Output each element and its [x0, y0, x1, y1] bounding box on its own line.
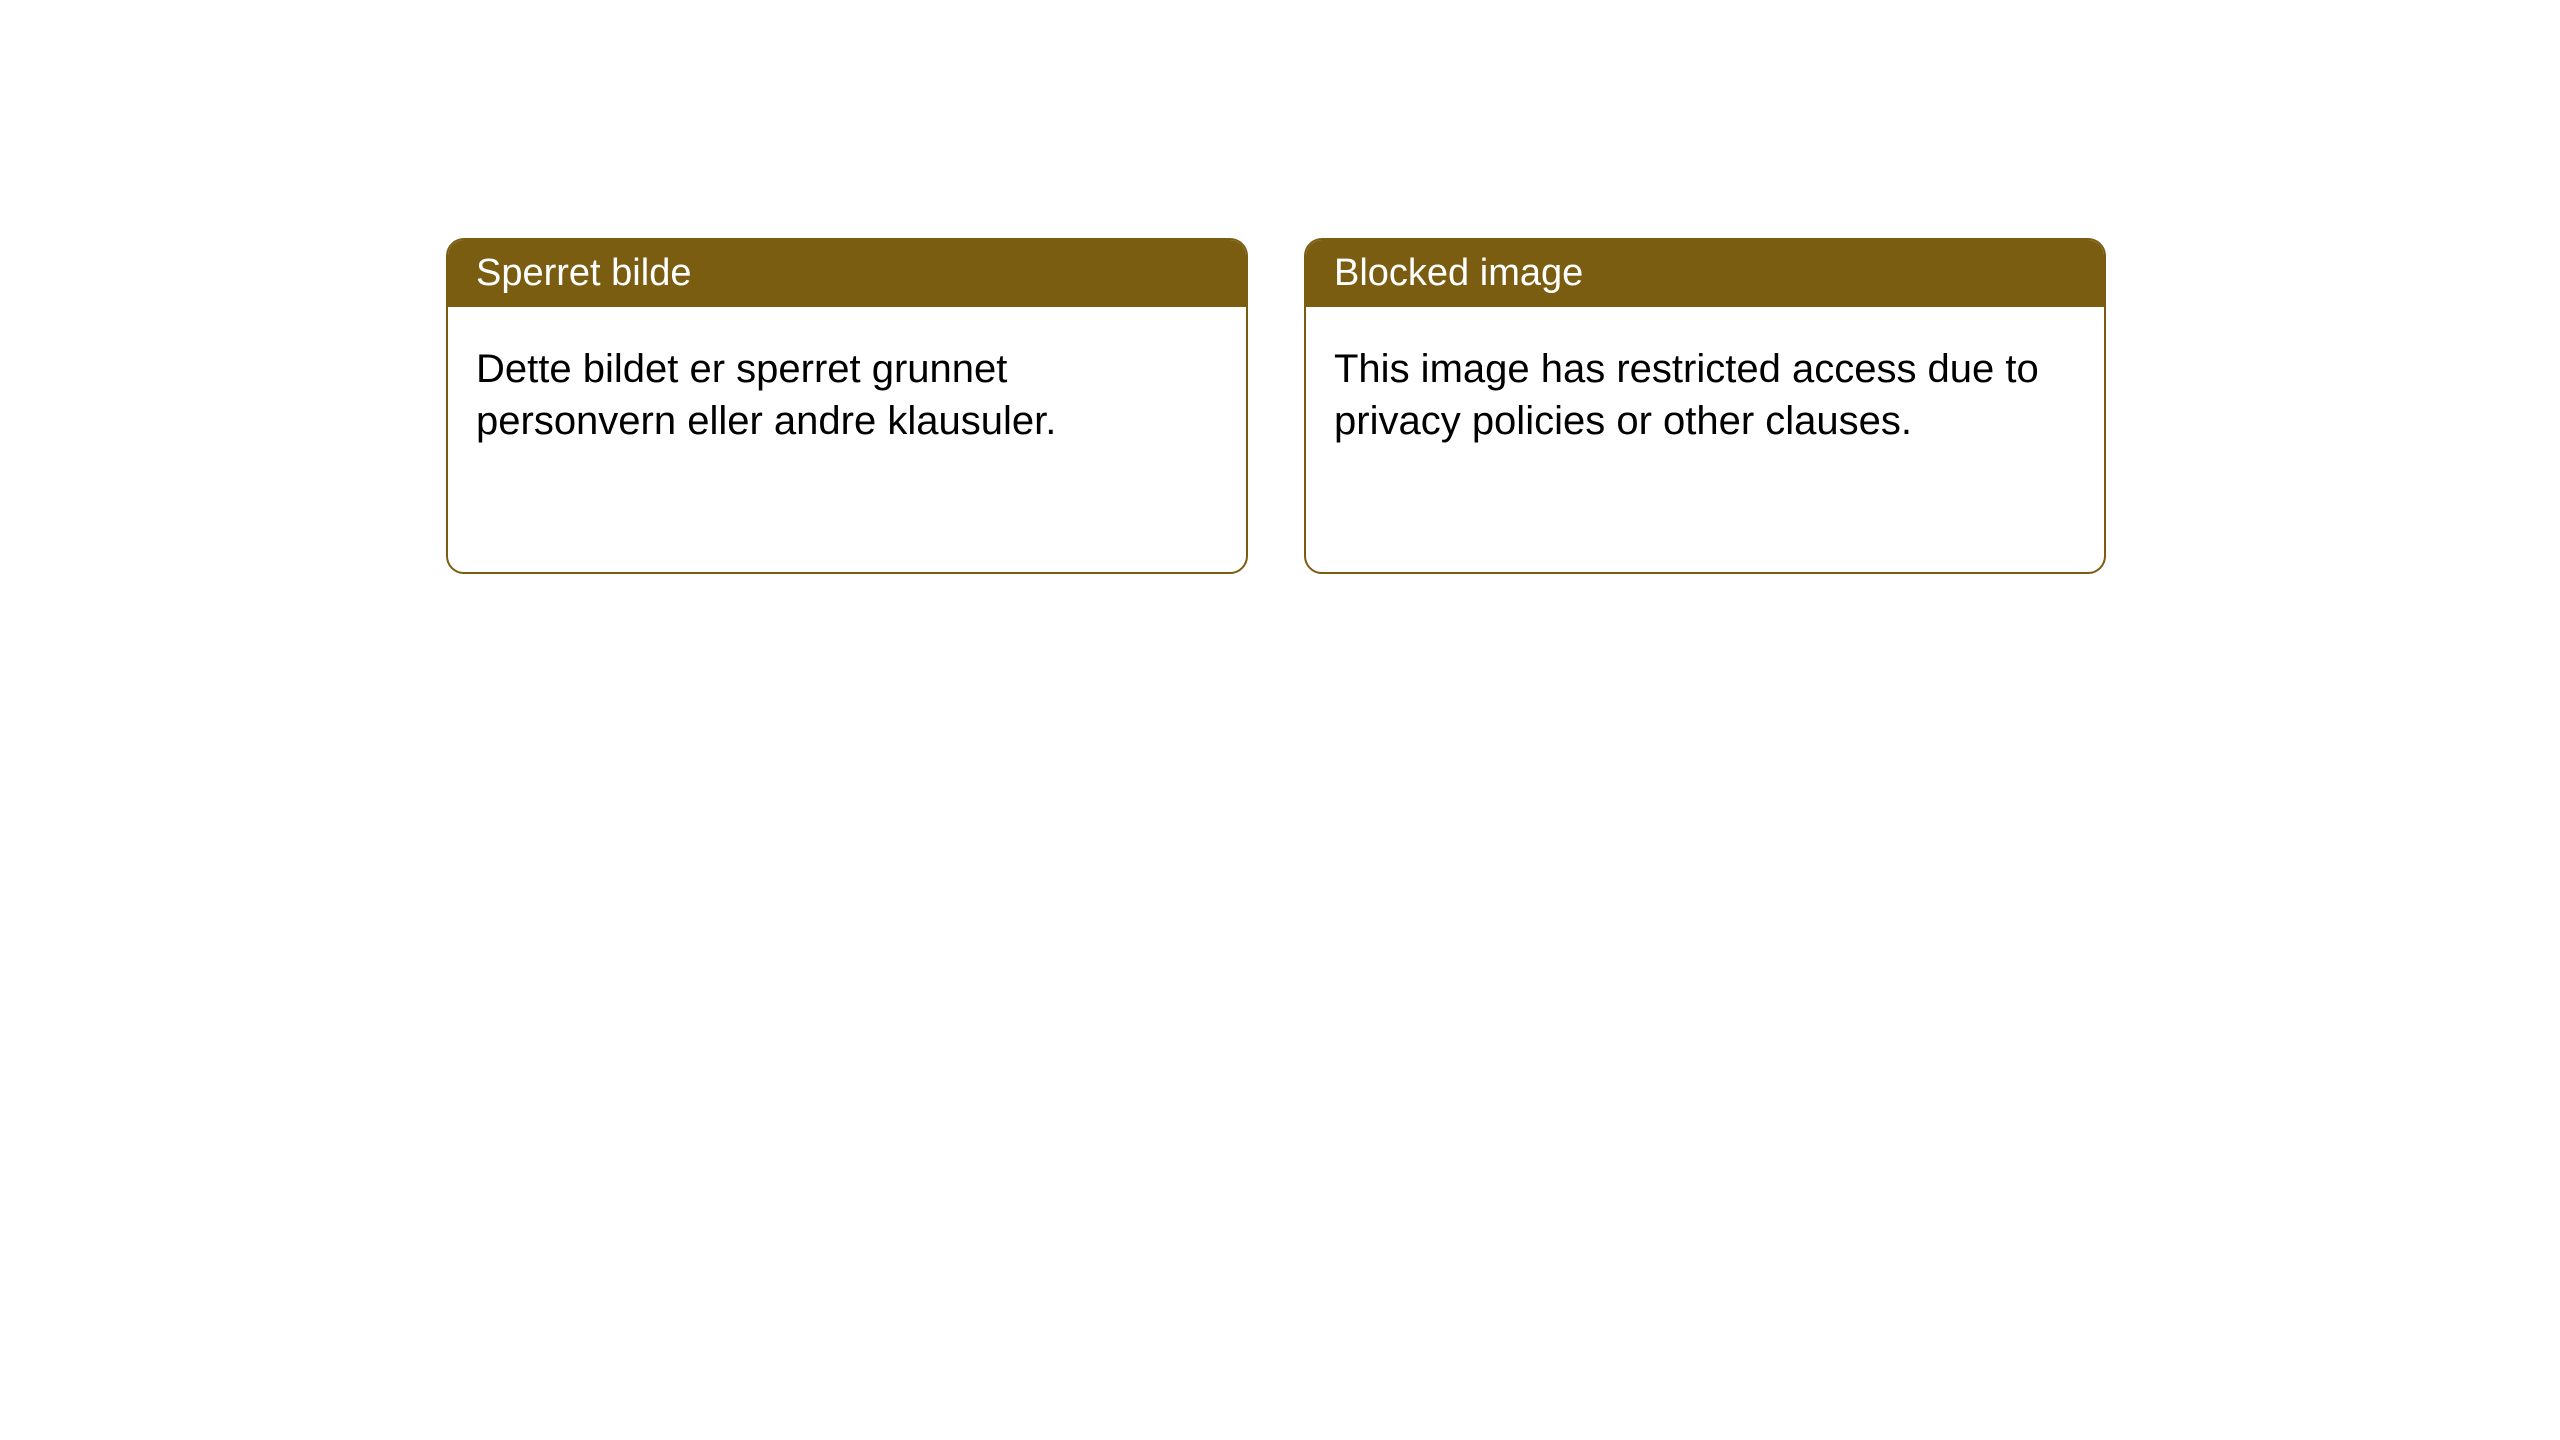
notice-card-english: Blocked image This image has restricted …	[1304, 238, 2106, 574]
card-header: Sperret bilde	[448, 240, 1246, 307]
card-title: Blocked image	[1334, 252, 1583, 294]
card-title: Sperret bilde	[476, 252, 691, 294]
card-body-text: This image has restricted access due to …	[1334, 347, 2039, 443]
card-body: Dette bildet er sperret grunnet personve…	[448, 307, 1246, 483]
card-body: This image has restricted access due to …	[1306, 307, 2104, 483]
notice-card-norwegian: Sperret bilde Dette bildet er sperret gr…	[446, 238, 1248, 574]
card-header: Blocked image	[1306, 240, 2104, 307]
notice-container: Sperret bilde Dette bildet er sperret gr…	[0, 0, 2560, 574]
card-body-text: Dette bildet er sperret grunnet personve…	[476, 347, 1056, 443]
